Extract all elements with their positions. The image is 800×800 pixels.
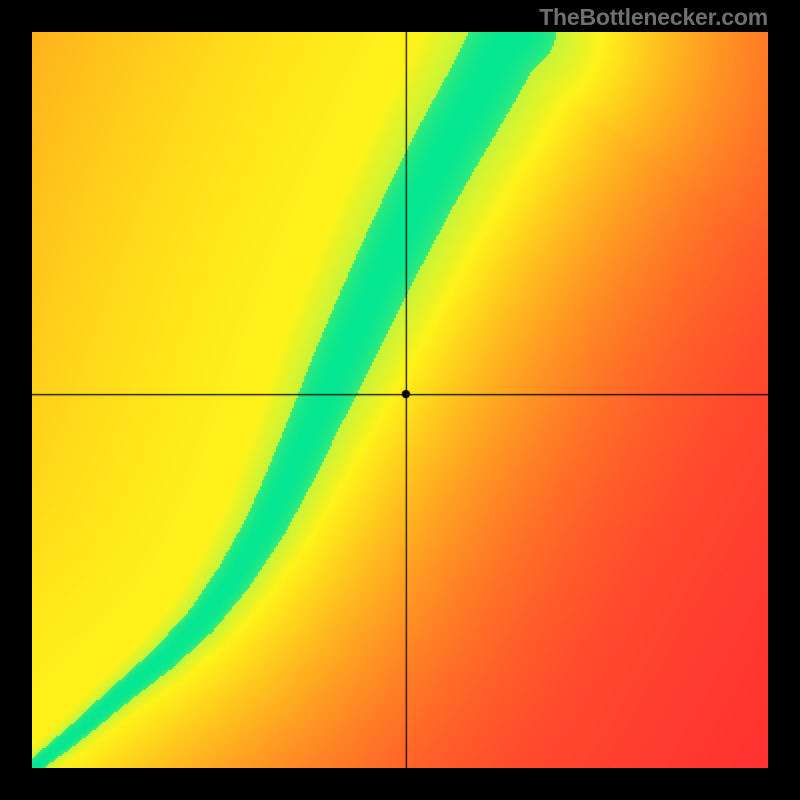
heatmap-canvas xyxy=(32,32,768,768)
watermark-text: TheBottlenecker.com xyxy=(539,4,768,31)
frame: TheBottlenecker.com xyxy=(0,0,800,800)
